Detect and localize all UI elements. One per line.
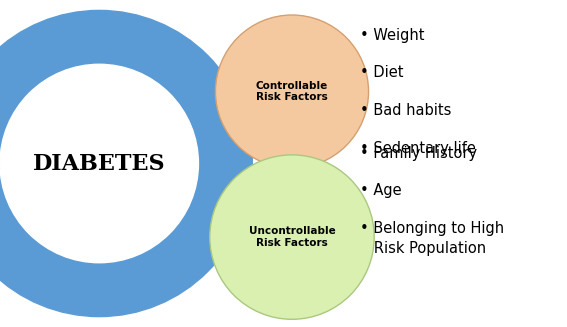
- Ellipse shape: [0, 64, 198, 263]
- Text: • Age: • Age: [360, 183, 401, 198]
- Text: Uncontrollable
Risk Factors: Uncontrollable Risk Factors: [249, 226, 335, 248]
- Text: Risk Population: Risk Population: [360, 241, 486, 256]
- Text: • Diet: • Diet: [360, 65, 404, 80]
- Ellipse shape: [215, 15, 369, 168]
- Text: Controllable
Risk Factors: Controllable Risk Factors: [256, 81, 328, 102]
- Text: • Belonging to High: • Belonging to High: [360, 221, 504, 236]
- Text: DIABETES: DIABETES: [33, 152, 166, 175]
- Text: • Family History: • Family History: [360, 146, 477, 161]
- Text: • Bad habits: • Bad habits: [360, 103, 451, 118]
- Text: • Weight: • Weight: [360, 28, 425, 43]
- Ellipse shape: [0, 10, 252, 317]
- Ellipse shape: [210, 155, 374, 319]
- Text: • Sedentary life: • Sedentary life: [360, 141, 476, 156]
